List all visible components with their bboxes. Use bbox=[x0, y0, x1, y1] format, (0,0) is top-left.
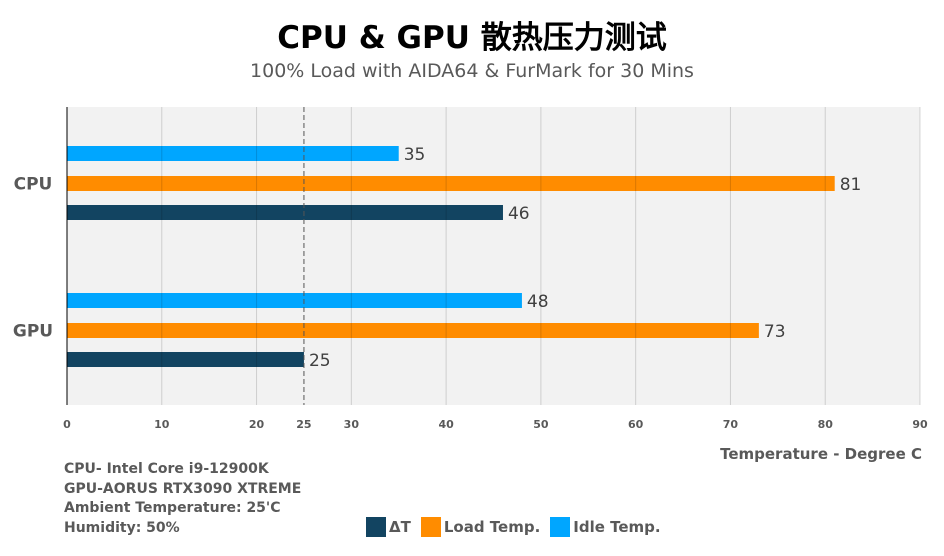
x-tick-label: 20 bbox=[249, 418, 265, 431]
x-tick-label: 0 bbox=[63, 418, 71, 431]
x-tick-label: 70 bbox=[723, 418, 739, 431]
data-label: 81 bbox=[840, 175, 862, 195]
bar bbox=[67, 176, 835, 191]
legend-swatch bbox=[420, 517, 441, 537]
x-tick-label: 50 bbox=[533, 418, 549, 431]
legend-label: ΔT bbox=[389, 518, 411, 536]
chart-subtitle: 100% Load with AIDA64 & FurMark for 30 M… bbox=[250, 60, 694, 82]
legend-swatch bbox=[550, 517, 571, 537]
data-label: 46 bbox=[508, 204, 530, 224]
data-label: 48 bbox=[527, 292, 549, 312]
legend-label: Load Temp. bbox=[443, 518, 541, 536]
legend-item: Idle Temp. bbox=[550, 517, 661, 537]
legend: ΔT Load Temp. Idle Temp. bbox=[366, 517, 661, 537]
data-label: 25 bbox=[309, 351, 331, 371]
category-label: CPU bbox=[14, 175, 53, 195]
bar bbox=[67, 352, 304, 367]
x-axis-label: Temperature - Degree C bbox=[720, 445, 922, 463]
legend-item: Load Temp. bbox=[420, 517, 541, 537]
x-tick-label: 25 bbox=[296, 418, 311, 431]
bar bbox=[67, 293, 522, 308]
legend-swatch bbox=[366, 517, 386, 537]
x-tick-label: 30 bbox=[344, 418, 360, 431]
data-label: 35 bbox=[404, 145, 426, 165]
chart-title: CPU & GPU 散热压力测试 bbox=[277, 20, 667, 56]
bar bbox=[67, 146, 399, 161]
category-label: GPU bbox=[13, 322, 53, 342]
note-gpu: GPU-AORUS RTX3090 XTREME bbox=[64, 480, 302, 497]
note-humidity: Humidity: 50% bbox=[64, 519, 180, 536]
data-label: 73 bbox=[764, 322, 786, 342]
test-notes: CPU- Intel Core i9-12900K GPU-AORUS RTX3… bbox=[64, 460, 301, 538]
x-tick-label: 10 bbox=[154, 418, 170, 431]
note-ambient: Ambient Temperature: 25'C bbox=[64, 500, 281, 516]
bar bbox=[67, 205, 503, 220]
x-tick-label: 60 bbox=[628, 418, 644, 431]
note-cpu: CPU- Intel Core i9-12900K bbox=[64, 461, 269, 477]
legend-label: Idle Temp. bbox=[573, 518, 661, 536]
x-tick-label: 40 bbox=[438, 418, 454, 431]
bar bbox=[67, 323, 759, 338]
x-tick-label: 90 bbox=[912, 418, 928, 431]
x-tick-label: 80 bbox=[818, 418, 834, 431]
legend-item: ΔT bbox=[366, 517, 411, 537]
